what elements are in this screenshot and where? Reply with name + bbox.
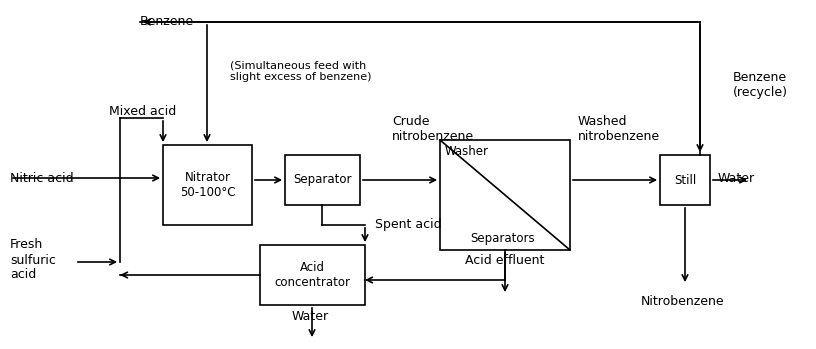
Text: Acid effluent: Acid effluent [465, 254, 545, 267]
Text: Crude
nitrobenzene: Crude nitrobenzene [392, 115, 474, 143]
Text: Fresh
sulfuric
acid: Fresh sulfuric acid [10, 238, 55, 282]
Bar [260, 245, 365, 305]
Text: Water: Water [718, 171, 755, 185]
Text: Nitrator
50-100°C: Nitrator 50-100°C [180, 171, 235, 199]
Text: Nitric acid: Nitric acid [10, 171, 73, 185]
Bar [163, 145, 252, 225]
Bar [660, 155, 710, 205]
Text: (Simultaneous feed with
slight excess of benzene): (Simultaneous feed with slight excess of… [230, 60, 371, 82]
Text: Washed
nitrobenzene: Washed nitrobenzene [578, 115, 660, 143]
Text: Separators: Separators [470, 232, 534, 245]
Text: Acid
concentrator: Acid concentrator [274, 261, 351, 289]
Bar [440, 140, 570, 250]
Text: Washer: Washer [445, 145, 489, 158]
Text: Spent acid: Spent acid [375, 218, 441, 231]
Text: Separator: Separator [293, 173, 352, 186]
Text: Water: Water [291, 310, 329, 323]
Text: Benzene: Benzene [140, 15, 194, 28]
Bar [285, 155, 360, 205]
Text: Nitrobenzene: Nitrobenzene [641, 295, 725, 308]
Text: Mixed acid: Mixed acid [109, 105, 176, 118]
Text: Still: Still [674, 173, 696, 186]
Text: Benzene
(recycle): Benzene (recycle) [733, 71, 787, 99]
